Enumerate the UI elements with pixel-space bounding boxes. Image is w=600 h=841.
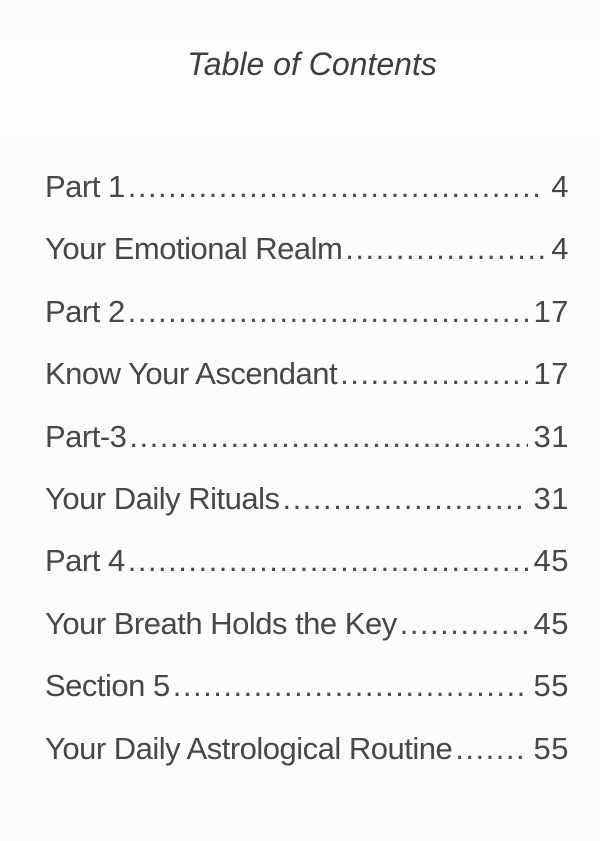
- toc-entry: Section 5 ..............................…: [45, 655, 569, 717]
- toc-entry-page: 31: [533, 418, 569, 454]
- toc-entry-page: 17: [533, 293, 569, 329]
- toc-entry: Your Daily Rituals .....................…: [45, 468, 569, 530]
- toc-entry-label: Part 1: [45, 169, 125, 204]
- toc-entry-label: Your Daily Astrological Routine: [45, 730, 453, 766]
- toc-entry-label: Part-3: [45, 418, 127, 454]
- dot-leader: ........................................…: [129, 418, 527, 454]
- toc-entry-label: Section 5: [45, 668, 170, 704]
- toc-entry-label: Your Daily Rituals: [45, 480, 280, 516]
- toc-entry-page: 4: [551, 231, 569, 267]
- toc-entry-page: 4: [551, 169, 569, 204]
- dot-leader: ........................................…: [172, 668, 528, 704]
- toc-entry-page: 55: [533, 668, 569, 704]
- dot-leader: ........................................…: [282, 480, 528, 516]
- page-title: Table of Contents: [187, 46, 437, 82]
- document-page: Table of Contents Part 1 ...............…: [0, 42, 600, 841]
- dot-leader: ........................................…: [127, 169, 546, 204]
- toc-entry: Your Breath Holds the Key ..............…: [45, 593, 569, 655]
- dot-leader: ........................................…: [455, 730, 527, 766]
- toc-entry-label: Know Your Ascendant: [45, 356, 338, 392]
- dot-leader: ........................................…: [127, 543, 528, 579]
- dot-leader: ........................................…: [399, 605, 528, 641]
- toc-entry-label: Part 2: [45, 293, 125, 329]
- toc-list: Part 1 .................................…: [0, 156, 600, 780]
- toc-entry: Your Emotional Realm ...................…: [45, 218, 569, 280]
- toc-entry: Your Daily Astrological Routine ........…: [45, 718, 569, 780]
- toc-entry-page: 55: [533, 730, 569, 766]
- toc-entry: Part 1 .................................…: [45, 156, 569, 218]
- toc-entry: Part 2 .................................…: [45, 281, 569, 343]
- dot-leader: ........................................…: [345, 231, 545, 267]
- toc-entry-label: Your Breath Holds the Key: [45, 605, 397, 641]
- dot-leader: ........................................…: [340, 356, 527, 392]
- toc-entry-page: 17: [533, 356, 569, 392]
- toc-entry-label: Your Emotional Realm: [45, 231, 343, 267]
- toc-entry-page: 31: [533, 480, 569, 516]
- dot-leader: ........................................…: [127, 293, 528, 329]
- toc-entry-page: 45: [533, 543, 569, 579]
- toc-entry-label: Part 4: [45, 543, 125, 579]
- toc-entry: Part-3 .................................…: [45, 406, 569, 468]
- toc-entry: Part 4 .................................…: [45, 530, 569, 592]
- toc-entry-page: 45: [533, 605, 569, 641]
- toc-entry: Know Your Ascendant ....................…: [45, 343, 569, 405]
